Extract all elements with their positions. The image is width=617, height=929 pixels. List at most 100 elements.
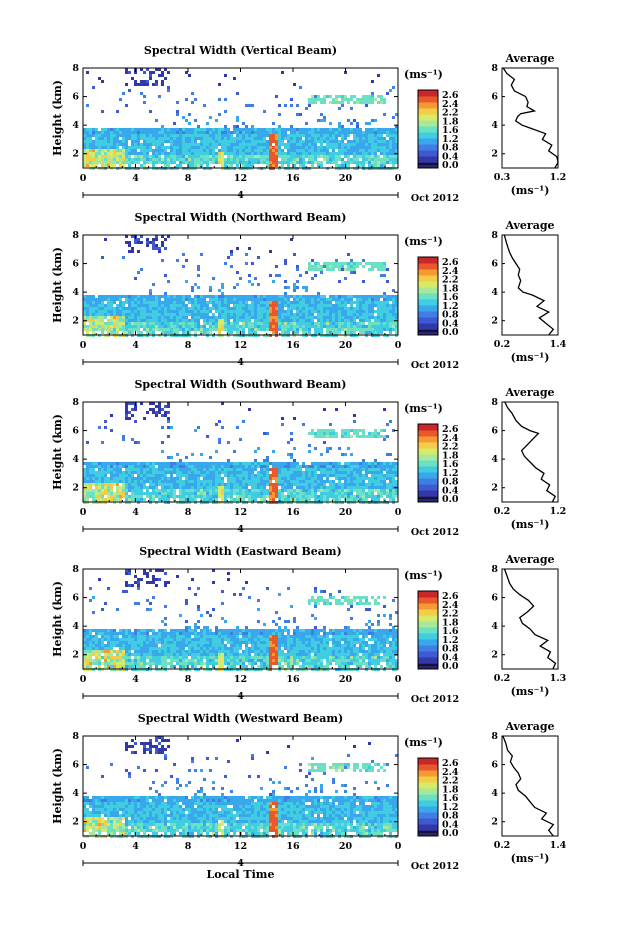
heatmap-cell: [125, 104, 128, 107]
heatmap-cell: [227, 307, 230, 310]
heatmap-cell: [266, 298, 269, 301]
heatmap-cell: [110, 316, 113, 319]
heatmap-cell: [206, 435, 209, 438]
heatmap-cell: [164, 307, 167, 310]
heatmap-cell: [191, 155, 194, 158]
heatmap-cell: [293, 304, 296, 307]
heatmap-cell: [113, 319, 116, 322]
heatmap-cell: [347, 164, 350, 167]
heatmap-cell: [212, 471, 215, 474]
heatmap-cell: [83, 632, 86, 635]
heatmap-cell: [314, 474, 317, 477]
heatmap-cell: [167, 280, 170, 283]
heatmap-cell: [260, 316, 263, 319]
heatmap-cell: [266, 489, 269, 492]
heatmap-cell: [254, 137, 257, 140]
heatmap-cell: [377, 316, 380, 319]
heatmap-cell: [140, 137, 143, 140]
heatmap-cell: [293, 146, 296, 149]
heatmap-cell: [236, 295, 239, 298]
heatmap-cell: [86, 462, 89, 465]
heatmap-cell: [326, 298, 329, 301]
heatmap-cell: [383, 489, 386, 492]
heatmap-cell: [380, 465, 383, 468]
heatmap-cell: [305, 286, 308, 289]
heatmap-cell: [89, 158, 92, 161]
heatmap-cell: [89, 328, 92, 331]
heatmap-cell: [122, 319, 125, 322]
heatmap-cell: [101, 128, 104, 131]
heatmap-cell: [278, 310, 281, 313]
heatmap-cell: [395, 328, 398, 331]
heatmap-cell: [200, 158, 203, 161]
heatmap-cell: [344, 298, 347, 301]
colorbar-tick-label: 2.6: [442, 90, 459, 101]
heatmap-cell: [254, 462, 257, 465]
heatmap-cell: [218, 143, 221, 146]
heatmap-cell: [224, 128, 227, 131]
heatmap-cell: [194, 462, 197, 465]
x-tick-label: 0: [80, 340, 87, 351]
heatmap-cell: [146, 134, 149, 137]
heatmap-cell: [311, 316, 314, 319]
average-y-tick-label: 6: [491, 426, 498, 437]
heatmap-cell: [299, 468, 302, 471]
heatmap-cell: [389, 161, 392, 164]
heatmap-cell: [242, 325, 245, 328]
heatmap-cell: [272, 164, 275, 167]
heatmap-cell: [167, 495, 170, 498]
heatmap-cell: [200, 149, 203, 152]
heatmap-cell: [122, 316, 125, 319]
heatmap-cell: [305, 331, 308, 334]
heatmap-cell: [89, 152, 92, 155]
heatmap-cell: [89, 137, 92, 140]
heatmap-cell: [206, 483, 209, 486]
heatmap-cell: [122, 137, 125, 140]
heatmap-cell: [164, 128, 167, 131]
heatmap-cell: [167, 140, 170, 143]
heatmap-cell: [257, 480, 260, 483]
heatmap-cell: [293, 83, 296, 86]
heatmap-cell: [257, 474, 260, 477]
heatmap-cell: [371, 328, 374, 331]
heatmap-cell: [203, 489, 206, 492]
heatmap-cell: [236, 319, 239, 322]
heatmap-cell: [110, 310, 113, 313]
heatmap-cell: [275, 143, 278, 146]
heatmap-cell: [92, 331, 95, 334]
heatmap-cell: [233, 483, 236, 486]
heatmap-cell: [314, 477, 317, 480]
heatmap-cell: [272, 468, 275, 471]
heatmap-cell: [83, 149, 86, 152]
heatmap-cell: [323, 322, 326, 325]
x-tick-label: 8: [185, 173, 192, 184]
heatmap-cell: [365, 468, 368, 471]
heatmap-cell: [131, 161, 134, 164]
heatmap-cell: [296, 307, 299, 310]
heatmap-cell: [158, 298, 161, 301]
heatmap-cell: [212, 474, 215, 477]
heatmap-cell: [386, 298, 389, 301]
heatmap-cell: [170, 307, 173, 310]
heatmap-cell: [317, 304, 320, 307]
heatmap-cell: [284, 280, 287, 283]
heatmap-cell: [329, 298, 332, 301]
heatmap-cell: [344, 277, 347, 280]
heatmap-cell: [281, 149, 284, 152]
heatmap-cell: [323, 468, 326, 471]
heatmap-cell: [323, 408, 326, 411]
heatmap-cell: [110, 295, 113, 298]
heatmap-cell: [200, 152, 203, 155]
heatmap-cell: [185, 492, 188, 495]
heatmap-cell: [212, 161, 215, 164]
heatmap-cell: [161, 480, 164, 483]
heatmap-cell: [371, 313, 374, 316]
heatmap-cell: [95, 134, 98, 137]
heatmap-cell: [215, 465, 218, 468]
heatmap-cell: [155, 411, 158, 414]
heatmap-cell: [230, 498, 233, 501]
heatmap-cell: [293, 140, 296, 143]
heatmap-cell: [338, 95, 341, 98]
heatmap-cell: [116, 465, 119, 468]
